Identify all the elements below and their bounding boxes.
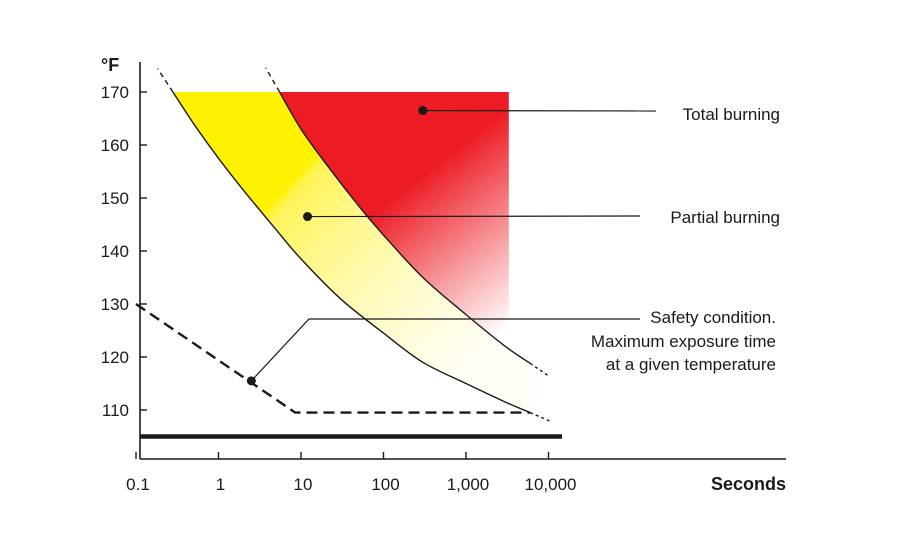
y-tick-label: 140 xyxy=(101,242,129,261)
y-tick-label: 110 xyxy=(102,401,129,420)
annotation-leader-line xyxy=(250,318,640,382)
partial-burning-curve-bottom-extension xyxy=(529,412,551,422)
y-tick-label: 130 xyxy=(101,295,129,314)
annotation-label: Total burning xyxy=(683,105,780,124)
x-tick-label: 10,000 xyxy=(525,475,577,494)
x-axis-label: Seconds xyxy=(711,474,786,494)
y-axis-label: °F xyxy=(101,55,119,75)
x-tick-label: 0.1 xyxy=(126,475,150,494)
annotation-leader-line xyxy=(307,215,641,218)
y-tick-label: 160 xyxy=(101,136,129,155)
x-tick-label: 10 xyxy=(294,475,313,494)
annotation-label: Safety condition. xyxy=(650,308,776,327)
total-burning-region xyxy=(279,92,509,350)
annotation-dot xyxy=(303,212,313,222)
annotation-label: Partial burning xyxy=(670,208,780,227)
total-burning-curve xyxy=(278,91,531,364)
safety-condition-line xyxy=(135,303,531,414)
x-tick-label: 1 xyxy=(216,475,225,494)
total-burning-curve-bottom-extension xyxy=(529,362,549,377)
annotation-label: Maximum exposure time xyxy=(591,332,776,351)
total-burning-curve-top-extension xyxy=(264,67,281,93)
x-tick-label: 100 xyxy=(371,475,399,494)
partial-burning-region xyxy=(172,92,531,413)
annotation-dot xyxy=(418,106,428,116)
annotation-label: at a given temperature xyxy=(606,355,776,374)
annotation-dot xyxy=(246,376,256,386)
x-tick-label: 1,000 xyxy=(447,475,490,494)
y-tick-label: 120 xyxy=(101,348,129,367)
y-tick-label: 150 xyxy=(101,189,129,208)
partial-burning-curve-top-extension xyxy=(156,68,174,93)
partial-burning-curve xyxy=(172,91,531,414)
y-tick-label: 170 xyxy=(101,83,129,102)
